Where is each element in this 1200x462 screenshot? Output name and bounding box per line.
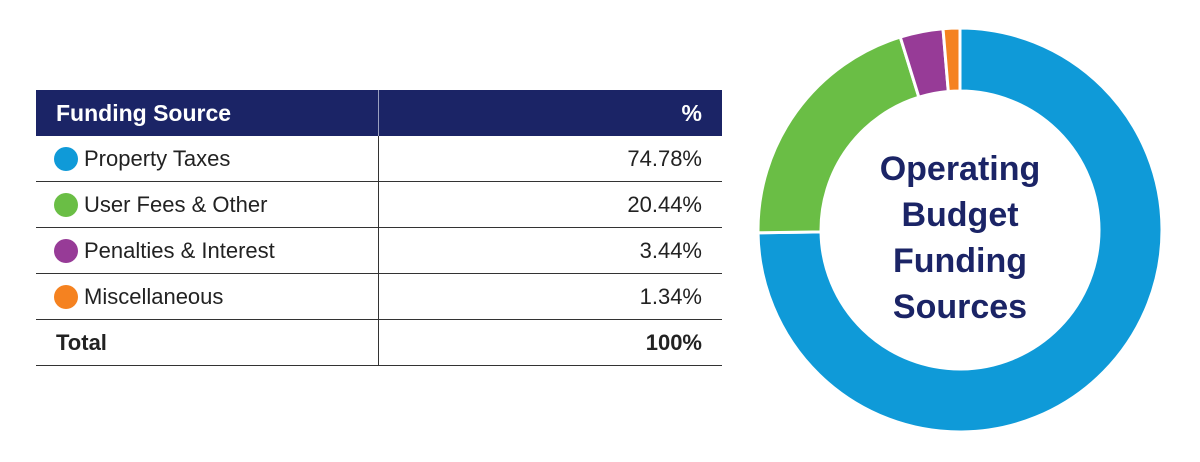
header-funding-source: Funding Source	[36, 90, 379, 136]
row-label: Property Taxes	[84, 145, 231, 171]
row-source-cell: Penalties & Interest	[36, 227, 379, 274]
chart-title-line-4: Sources	[893, 288, 1027, 326]
row-percent: 74.78%	[378, 136, 722, 182]
row-percent: 1.34%	[378, 273, 722, 320]
donut-chart: Operating Budget Funding Sources	[756, 26, 1164, 434]
row-label: Miscellaneous	[84, 283, 224, 309]
donut-slices	[756, 26, 1164, 434]
row-label: Penalties & Interest	[84, 237, 275, 263]
row-source-cell: Miscellaneous	[36, 273, 379, 320]
chart-title-line-1: Operating	[880, 150, 1041, 188]
table-row: Miscellaneous 1.34%	[36, 273, 722, 320]
header-percent: %	[378, 90, 722, 136]
legend-dot-icon	[54, 146, 78, 171]
table-row: User Fees & Other 20.44%	[36, 181, 722, 228]
row-label: User Fees & Other	[84, 191, 268, 217]
donut-slice-user-fees-other	[756, 35, 921, 235]
legend-dot-icon	[54, 192, 78, 217]
total-label: Total	[36, 319, 379, 366]
table-row: Property Taxes 74.78%	[36, 136, 722, 182]
table-header-row: Funding Source %	[36, 90, 722, 136]
table-row: Penalties & Interest 3.44%	[36, 227, 722, 274]
donut-slice-property-taxes	[756, 26, 1164, 434]
chart-title-line-3: Funding	[893, 242, 1027, 280]
total-percent: 100%	[378, 319, 722, 366]
row-source-cell: User Fees & Other	[36, 181, 379, 228]
legend-dot-icon	[54, 238, 78, 263]
row-source-cell: Property Taxes	[36, 136, 379, 182]
donut-slice-miscellaneous	[941, 26, 962, 94]
chart-title-line-2: Budget	[901, 196, 1018, 234]
funding-table: Funding Source % Property Taxes 74.78% U…	[36, 90, 722, 366]
row-percent: 3.44%	[378, 227, 722, 274]
row-percent: 20.44%	[378, 181, 722, 228]
legend-dot-icon	[54, 284, 78, 309]
total-row: Total 100%	[36, 319, 722, 366]
